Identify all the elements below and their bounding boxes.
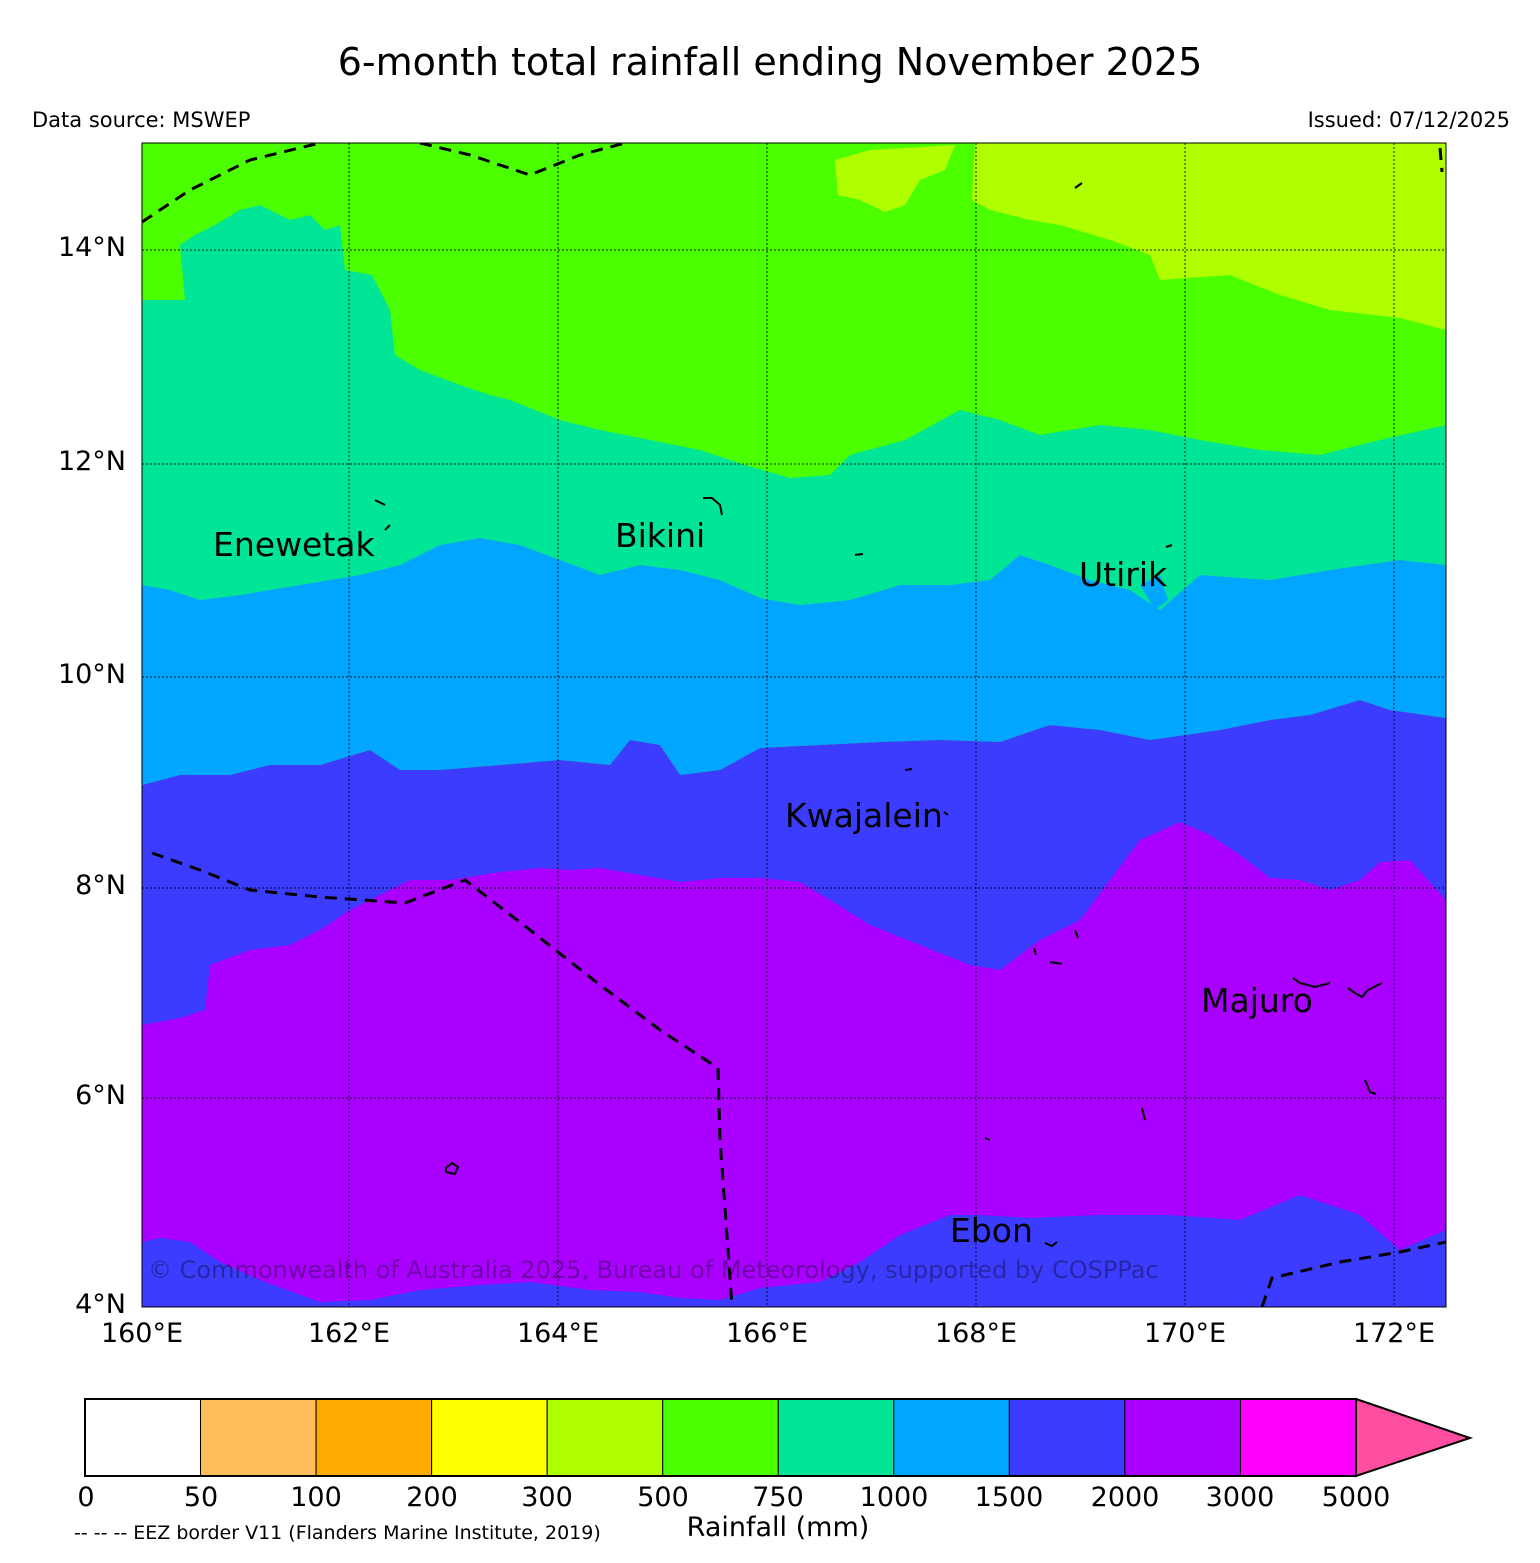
gridlines [142,143,1446,1307]
cbar-tick-50: 50 [183,1482,219,1513]
cbar-tick-500: 500 [637,1482,689,1513]
place-majuro: Majuro [1201,981,1313,1020]
colorbar-box-300 [546,1398,664,1477]
copyright-notice: © Commonwealth of Australia 2025, Bureau… [148,1256,1159,1284]
lon-tick-168e: 168°E [934,1318,1018,1349]
place-enewetak: Enewetak [213,525,376,564]
place-utirik: Utirik [1079,555,1168,594]
rainfall-zones [142,143,1446,1307]
colorbar-frame [84,1398,1357,1477]
lon-tick-172e: 172°E [1352,1318,1436,1349]
cbar-tick-200: 200 [406,1482,458,1513]
lat-tick-6n: 6°N [75,1080,126,1111]
colorbar-extend-arrow [1355,1397,1474,1478]
lon-tick-166e: 166°E [725,1318,809,1349]
lon-tick-164e: 164°E [516,1318,600,1349]
colorbar-box-500 [662,1398,779,1477]
zone-2000-3000 [142,822,1446,1302]
zone-1000-1500-patch [1140,575,1168,610]
colorbar-box-50 [200,1398,317,1477]
issued-date: Issued: 07/12/2025 [1307,108,1510,132]
zone-300-500-east [972,143,1446,330]
cbar-tick-5000: 5000 [1321,1482,1391,1513]
zone-1000-1500 [142,538,1446,785]
islands [374,182,1383,1248]
cbar-tick-2000: 2000 [1090,1482,1160,1513]
zone-750-1000-patch [368,388,392,418]
cbar-tick-300: 300 [521,1482,573,1513]
colorbar-box-2000 [1124,1398,1241,1477]
place-bikini: Bikini [615,516,705,555]
colorbar-label: Rainfall (mm) [686,1512,870,1543]
colorbar-box-1500 [1008,1398,1126,1477]
zone-300-500-west [835,145,955,212]
cbar-tick-100: 100 [290,1482,342,1513]
colorbar-box-100 [315,1398,433,1477]
lat-tick-10n: 10°N [57,659,126,690]
cbar-tick-1000: 1000 [859,1482,929,1513]
map-frame [141,142,1447,1308]
place-kwajalein: Kwajalein [785,796,943,835]
colorbar-box-3000 [1239,1398,1357,1477]
cbar-tick-3000: 3000 [1205,1482,1275,1513]
lat-tick-8n: 8°N [75,870,126,901]
cbar-tick-1500: 1500 [974,1482,1044,1513]
cbar-tick-750: 750 [752,1482,804,1513]
zone-750-1000 [142,205,1446,610]
lon-tick-162e: 162°E [307,1318,391,1349]
place-labels: Enewetak Bikini Utirik Kwajalein Majuro … [213,516,1313,1250]
cbar-tick-0: 0 [77,1482,95,1513]
lon-tick-160e: 160°E [100,1318,184,1349]
data-source: Data source: MSWEP [32,108,251,132]
lat-tick-14n: 14°N [57,232,126,263]
page-title: 6-month total rainfall ending November 2… [337,40,1203,84]
colorbar-box-750 [777,1398,895,1477]
place-ebon: Ebon [950,1211,1033,1250]
eez-borders [142,143,1446,1307]
colorbar-box-1000 [893,1398,1010,1477]
colorbar-box-200 [431,1398,548,1477]
eez-legend-note: -- -- -- EEZ border V11 (Flanders Marine… [74,1522,601,1544]
lat-tick-12n: 12°N [57,446,126,477]
colorbar-box-0 [84,1398,202,1477]
lon-tick-170e: 170°E [1143,1318,1227,1349]
lat-tick-4n: 4°N [75,1289,126,1320]
colorbar-boxes [84,1398,1357,1477]
